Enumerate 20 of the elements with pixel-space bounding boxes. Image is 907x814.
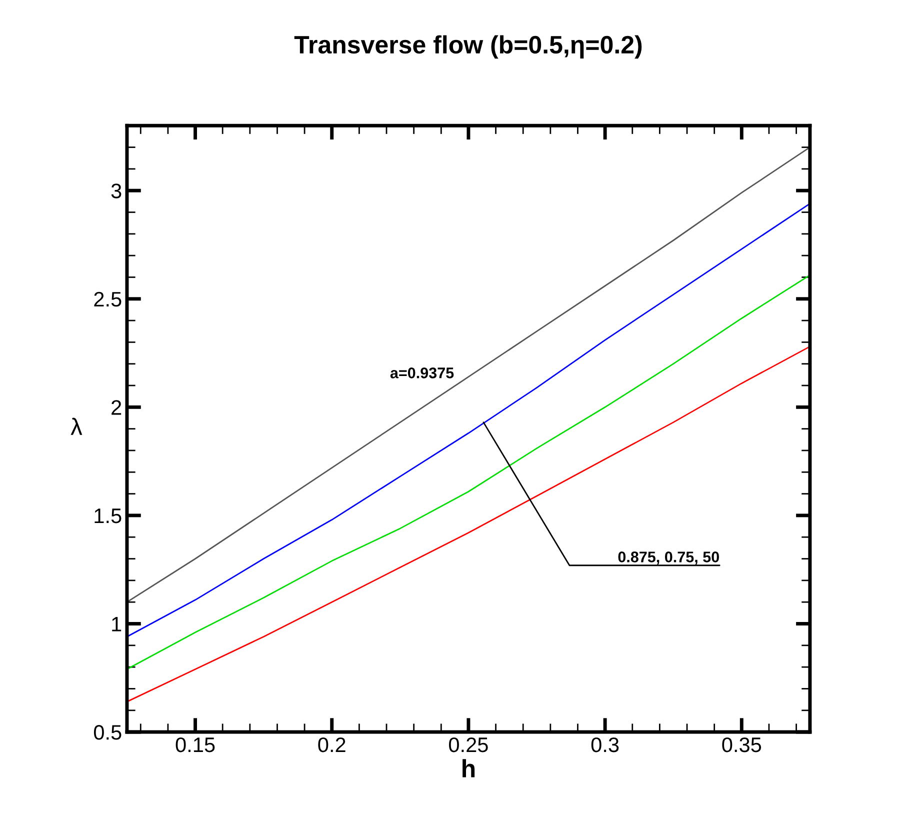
y-tick-label: 2.5 bbox=[94, 292, 122, 307]
x-tick-label: 0.2 bbox=[318, 737, 346, 752]
annotation: a=0.9375 bbox=[390, 368, 454, 378]
line-series bbox=[126, 274, 810, 670]
line-series bbox=[126, 202, 810, 638]
annotation: 0.875, 0.75, 50 bbox=[618, 552, 719, 565]
y-tick-label: 3 bbox=[111, 184, 122, 198]
y-tick-label: 0.5 bbox=[94, 725, 122, 740]
y-tick-label: 1 bbox=[112, 616, 122, 632]
x-tick-label: 0.3 bbox=[591, 737, 619, 752]
y-tick-label: 1.5 bbox=[94, 508, 122, 524]
line-series bbox=[126, 146, 810, 603]
y-tick-label: 2 bbox=[112, 400, 122, 415]
x-tick-label: 0.25 bbox=[449, 737, 488, 752]
chart-title: Transverse flow (b=0.5,η=0.2) bbox=[294, 35, 642, 59]
line-series bbox=[126, 346, 810, 702]
x-tick-label: 0.15 bbox=[176, 737, 215, 752]
y-axis-title: λ bbox=[70, 418, 82, 435]
x-axis-title: h bbox=[462, 759, 475, 778]
x-tick-label: 0.35 bbox=[722, 737, 762, 752]
